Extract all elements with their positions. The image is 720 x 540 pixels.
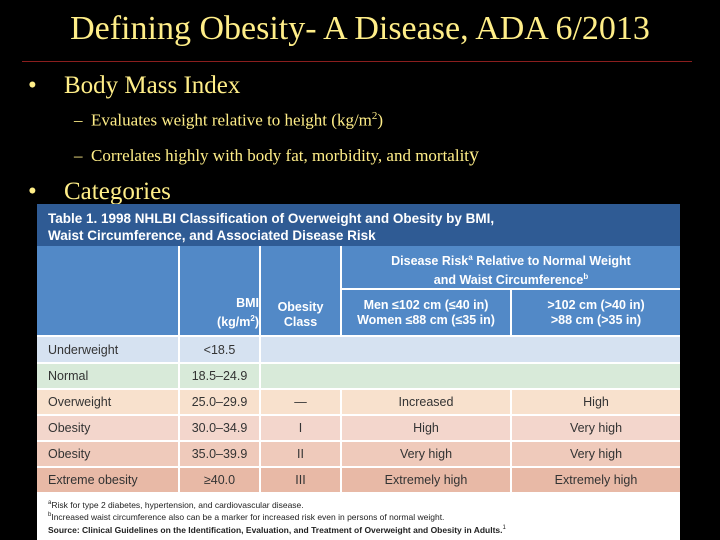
header-blank-label: [37, 246, 178, 335]
row-label: Underweight: [37, 335, 178, 362]
bmi-classification-table: Table 1. 1998 NHLBI Classification of Ov…: [37, 204, 680, 540]
footnote-a: aRisk for type 2 diabetes, hypertension,…: [48, 498, 668, 510]
footnote-a-text: Risk for type 2 diabetes, hypertension, …: [51, 499, 304, 510]
header-risk-line1: Disease Riska Relative to Normal Weight: [391, 250, 631, 269]
header-bmi-unit: (kg/m: [217, 315, 251, 329]
header-bmi-sup: 2: [250, 313, 255, 323]
table-caption-line1: Table 1. 1998 NHLBI Classification of Ov…: [48, 211, 495, 226]
row-bmi: 30.0–34.9: [178, 414, 259, 440]
slide-title: Defining Obesity- A Disease, ADA 6/2013: [70, 10, 650, 47]
row-risk-normal: Very high: [340, 440, 510, 466]
row-bmi: 18.5–24.9: [178, 362, 259, 388]
header-bmi: BMI (kg/m2): [178, 246, 259, 335]
header-over-circumference: >102 cm (>40 in) >88 cm (>35 in): [510, 288, 680, 335]
sub-dash: –: [74, 146, 83, 165]
header-risk-sup: a: [468, 252, 473, 262]
header-over-line1: >102 cm (>40 in): [547, 297, 645, 312]
header-bmi-line2: (kg/m2): [217, 311, 259, 330]
row-risk-high: Extremely high: [510, 466, 680, 492]
row-label: Extreme obesity: [37, 466, 178, 492]
row-class: III: [259, 466, 340, 492]
table-footnotes: aRisk for type 2 diabetes, hypertension,…: [48, 498, 668, 535]
header-men-line: Men ≤102 cm (≤40 in): [363, 297, 489, 312]
table-caption-line2: Waist Circumference, and Associated Dise…: [48, 228, 376, 243]
header-risk-line2: and Waist Circumferenceb: [434, 269, 588, 288]
title-divider: [22, 61, 692, 62]
header-risk-rest: Relative to Normal Weight: [472, 254, 631, 268]
row-class: I: [259, 414, 340, 440]
row-risk-high: Very high: [510, 414, 680, 440]
footnote-a-marker: a: [48, 500, 52, 506]
sub-bullet-correlates: – Correlates highly with body fat, morbi…: [74, 144, 479, 167]
row-label: Obesity: [37, 440, 178, 466]
row-risk-high: High: [510, 388, 680, 414]
footnote-source-text: Clinical Guidelines on the Identificatio…: [79, 524, 503, 535]
header-obesity-class: Obesity Class: [259, 246, 340, 335]
row-class: —: [259, 388, 340, 414]
row-label: Normal: [37, 362, 178, 388]
footnote-b: bIncreased waist circumference also can …: [48, 510, 668, 522]
row-risk-high: Very high: [510, 440, 680, 466]
footnote-source-label: Source:: [48, 524, 80, 535]
footnote-b-text: Increased waist circumference also can b…: [51, 512, 445, 523]
row-class: II: [259, 440, 340, 466]
row-bmi: <18.5: [178, 335, 259, 362]
sub2-last-letter: y: [469, 144, 480, 166]
header-bmi-line1: BMI: [236, 295, 259, 310]
header-over-line2: >88 cm (>35 in): [550, 312, 642, 327]
footnote-source-marker: 1: [502, 524, 506, 531]
header-risk-sup2: b: [583, 272, 589, 281]
footnote-source: Source: Clinical Guidelines on the Ident…: [48, 523, 668, 535]
header-bmi-close: ): [254, 315, 259, 329]
row-bmi: ≥40.0: [178, 466, 259, 492]
table-caption: Table 1. 1998 NHLBI Classification of Ov…: [37, 204, 680, 246]
row-risk-normal: Extremely high: [340, 466, 510, 492]
bullet-dot: •: [28, 178, 37, 205]
header-disease-risk-group: Disease Riska Relative to Normal Weight …: [340, 246, 680, 288]
row-blank: [259, 362, 680, 388]
sub-bullet-evaluates: – Evaluates weight relative to height (k…: [74, 110, 383, 131]
footnote-b-marker: b: [48, 512, 52, 519]
row-blank: [259, 335, 680, 362]
bullet-dot: •: [28, 72, 37, 99]
row-risk-normal: Increased: [340, 388, 510, 414]
row-bmi: 25.0–29.9: [178, 388, 259, 414]
row-label: Overweight: [37, 388, 178, 414]
sub2-text: Correlates highly with body fat, morbidi…: [91, 146, 470, 165]
row-bmi: 35.0–39.9: [178, 440, 259, 466]
header-women-line: Women ≤88 cm (≤35 in): [357, 312, 495, 327]
sub1-text: Evaluates weight relative to height (kg/…: [91, 110, 372, 130]
row-risk-normal: High: [340, 414, 510, 440]
sub1-close: ): [377, 110, 384, 130]
header-risk-line2-text: and Waist Circumference: [433, 273, 584, 288]
row-label: Obesity: [37, 414, 178, 440]
sub1-superscript: 2: [371, 110, 378, 122]
bullet-categories-text: Categories: [64, 178, 171, 205]
header-risk-text: Disease Risk: [391, 254, 469, 268]
header-class-line2: Class: [283, 315, 318, 329]
bullet-bmi-text: Body Mass Index: [64, 72, 241, 99]
header-men-women-normal: Men ≤102 cm (≤40 in) Women ≤88 cm (≤35 i…: [340, 288, 510, 335]
sub-dash: –: [74, 110, 83, 130]
header-class-line1: Obesity: [277, 300, 324, 314]
